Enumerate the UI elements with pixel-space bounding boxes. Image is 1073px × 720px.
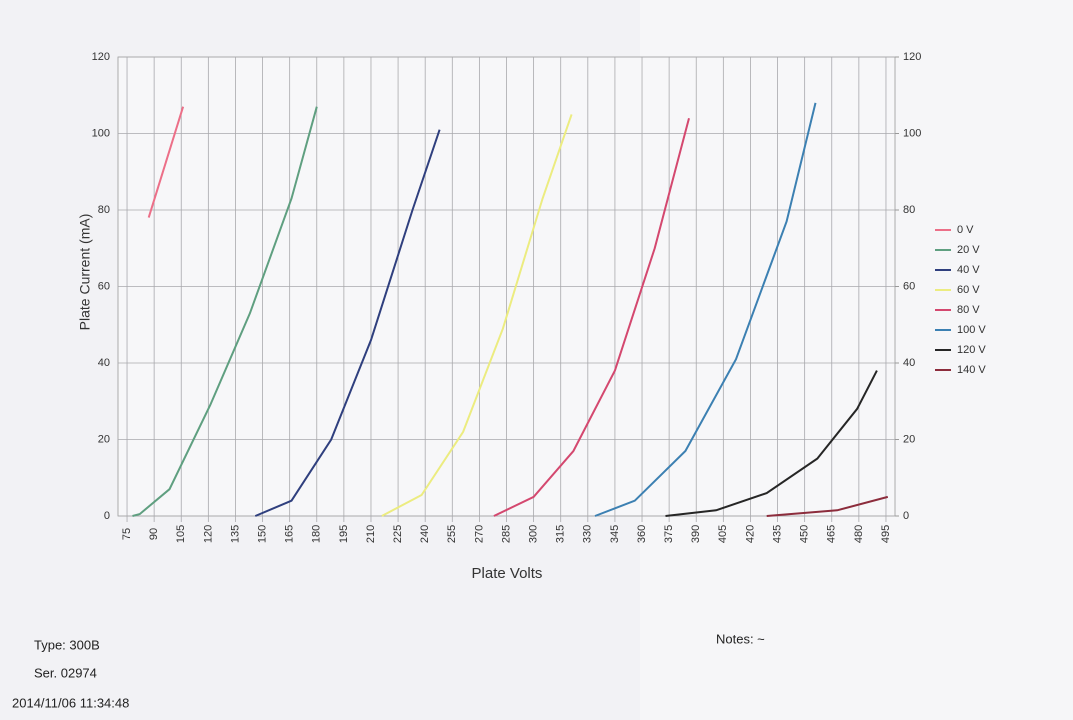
series-line bbox=[132, 106, 318, 517]
y2-tick-label: 40 bbox=[903, 357, 915, 369]
y-tick-label: 20 bbox=[98, 433, 110, 445]
series-line bbox=[147, 106, 185, 218]
y-tick-label: 60 bbox=[98, 280, 110, 292]
x-tick-label: 165 bbox=[284, 525, 296, 543]
legend-label: 0 V bbox=[957, 224, 974, 236]
x-tick-label: 420 bbox=[744, 525, 756, 543]
legend-label: 60 V bbox=[957, 284, 980, 296]
legend-label: 80 V bbox=[957, 304, 980, 316]
series-line bbox=[381, 114, 573, 517]
x-tick-label: 480 bbox=[853, 525, 865, 543]
x-tick-label: 150 bbox=[256, 525, 268, 543]
x-tick-label: 435 bbox=[771, 525, 783, 543]
legend-label: 20 V bbox=[957, 244, 980, 256]
y-tick-label: 0 bbox=[104, 510, 110, 522]
footer-type: Type: 300B bbox=[34, 637, 100, 652]
x-tick-label: 315 bbox=[555, 525, 567, 543]
y2-tick-label: 80 bbox=[903, 204, 915, 216]
x-tick-label: 360 bbox=[636, 525, 648, 543]
series-line bbox=[254, 129, 441, 517]
x-tick-label: 180 bbox=[311, 525, 323, 543]
x-tick-label: 450 bbox=[799, 525, 811, 543]
x-tick-label: 105 bbox=[175, 525, 187, 543]
y2-tick-label: 20 bbox=[903, 433, 915, 445]
footer-timestamp: 2014/11/06 11:34:48 bbox=[12, 695, 129, 710]
x-tick-label: 345 bbox=[609, 525, 621, 543]
y2-tick-label: 120 bbox=[903, 51, 921, 63]
x-tick-label: 135 bbox=[229, 525, 241, 543]
x-tick-label: 495 bbox=[880, 525, 892, 543]
x-tick-label: 240 bbox=[419, 525, 431, 543]
x-tick-label: 195 bbox=[338, 525, 350, 543]
footer-notes: Notes: ~ bbox=[716, 631, 765, 646]
x-tick-label: 465 bbox=[826, 525, 838, 543]
x-tick-label: 270 bbox=[473, 525, 485, 543]
y2-tick-label: 60 bbox=[903, 280, 915, 292]
y-tick-label: 120 bbox=[92, 51, 110, 63]
x-tick-label: 300 bbox=[528, 525, 540, 543]
footer-serial: Ser. 02974 bbox=[34, 665, 97, 680]
x-tick-label: 330 bbox=[582, 525, 594, 543]
y-axis-label: Plate Current (mA) bbox=[77, 214, 93, 331]
series-line bbox=[594, 102, 817, 517]
y2-tick-label: 100 bbox=[903, 127, 921, 139]
y-tick-label: 80 bbox=[98, 204, 110, 216]
x-tick-label: 225 bbox=[392, 525, 404, 543]
series-line bbox=[493, 117, 690, 517]
y2-tick-label: 0 bbox=[903, 510, 909, 522]
x-tick-label: 375 bbox=[663, 525, 675, 543]
x-tick-label: 405 bbox=[717, 525, 729, 543]
x-tick-label: 75 bbox=[121, 528, 133, 540]
x-axis-label: Plate Volts bbox=[472, 565, 543, 582]
legend-label: 140 V bbox=[957, 364, 986, 376]
legend-label: 40 V bbox=[957, 264, 980, 276]
legend-label: 120 V bbox=[957, 344, 986, 356]
x-tick-label: 285 bbox=[500, 525, 512, 543]
x-tick-label: 390 bbox=[690, 525, 702, 543]
x-tick-label: 120 bbox=[202, 525, 214, 543]
x-tick-label: 90 bbox=[148, 528, 160, 540]
series-line bbox=[665, 370, 878, 517]
y-tick-label: 100 bbox=[92, 127, 110, 139]
x-tick-label: 210 bbox=[365, 525, 377, 543]
series-line bbox=[766, 495, 889, 517]
x-tick-label: 255 bbox=[446, 525, 458, 543]
y-tick-label: 40 bbox=[98, 357, 110, 369]
legend-label: 100 V bbox=[957, 324, 986, 336]
